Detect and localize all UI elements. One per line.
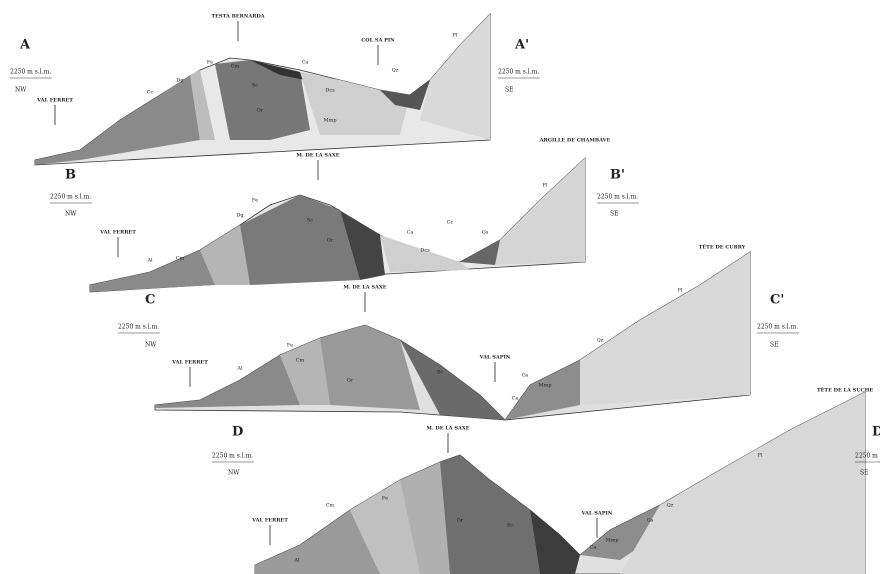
place-label: TÊTE DE CURRY: [699, 243, 746, 251]
unit-label: Mmp: [323, 118, 336, 124]
place-label: VAL FERRET: [99, 230, 136, 236]
unit-label: Fe: [207, 60, 213, 66]
unit-label: Fe: [287, 343, 293, 349]
unit-label: Ca: [407, 230, 414, 236]
place-label: VAL FERRET: [36, 98, 73, 104]
unit-label: Sc: [252, 83, 258, 89]
unit-label: Cm: [231, 64, 240, 70]
place-label: M. DE LA SAXE: [296, 153, 339, 159]
unit-label: Cm: [326, 503, 335, 509]
direction-label: SE: [860, 470, 869, 477]
unit-label: Cc: [447, 220, 454, 226]
unit-label: Al: [146, 258, 153, 264]
unit-label: Gr: [327, 238, 334, 244]
elevation-label: 2250 m s.l.m.: [757, 324, 798, 331]
unit-label: Fl: [542, 183, 547, 189]
place-label: TESTA BERNARDA: [211, 14, 264, 20]
elevation-label: 2250 m s.l.m.: [498, 69, 539, 76]
elevation-label: 2250 m s.l.m.: [118, 324, 159, 331]
profile-c: [154, 251, 751, 421]
elevation-label: 2250 m s.l.m.: [10, 69, 51, 76]
profile-d: [254, 391, 866, 574]
unit-label: Gr: [257, 108, 264, 114]
unit-label: Mmp: [605, 538, 618, 544]
section-label: D: [232, 425, 243, 440]
place-label: COL SA PIN: [361, 38, 395, 44]
place-label: ARGILLE DE CHAMBAVE: [539, 138, 611, 144]
direction-label: NW: [145, 342, 157, 349]
unit-label: Dg: [236, 213, 244, 219]
place-label: M. DE LA SAXE: [343, 285, 386, 291]
unit-label: Fe: [382, 496, 388, 502]
direction-label: NW: [228, 470, 240, 477]
unit-label: Fl: [757, 453, 762, 459]
unit-label: Sc: [507, 523, 513, 529]
unit-label: Fl: [452, 33, 457, 39]
direction-label: NW: [65, 211, 77, 218]
direction-label: SE: [610, 211, 619, 218]
section-label: C': [770, 293, 784, 308]
elevation-label: 2250 m s.l.m.: [212, 453, 253, 460]
elevation-label: 2250 m s.l.m.: [50, 194, 91, 201]
unit-label: Dcs: [325, 88, 335, 94]
unit-label: Ca: [512, 396, 519, 402]
section-label: A': [514, 38, 529, 53]
unit-label: Al: [293, 558, 300, 564]
section-label: A: [19, 38, 31, 53]
place-label: M. DE LA SAXE: [426, 426, 469, 432]
elevation-label: 2250 m s.l.m.: [855, 453, 880, 460]
unit-label: Cc: [147, 90, 154, 96]
direction-label: SE: [505, 87, 514, 94]
unit-label: Mmp: [538, 383, 551, 389]
unit-label: Gs: [482, 230, 489, 236]
place-label: VAL SAPIN: [479, 355, 511, 361]
place-label: VAL FERRET: [251, 518, 288, 524]
place-label: VAL FERRET: [171, 360, 208, 366]
unit-label: Dcs: [420, 248, 430, 254]
section-label: C: [145, 293, 155, 308]
unit-label: Qz: [597, 338, 604, 344]
unit-label: Sc: [437, 370, 443, 376]
place-label: TÊTE DE LA SUCHE: [817, 386, 874, 394]
unit-label: Fe: [252, 198, 258, 204]
unit-label: Dg: [176, 78, 184, 84]
unit-label: Gs: [647, 518, 654, 524]
unit-label: Gr: [347, 378, 354, 384]
place-label: VAL SAPIN: [581, 511, 613, 517]
profile-a: [34, 13, 491, 166]
unit-label: Sc: [307, 218, 313, 224]
unit-label: Gs: [522, 373, 529, 379]
unit-label: Cm: [296, 358, 305, 364]
direction-label: SE: [770, 342, 779, 349]
unit-label: Al: [236, 366, 243, 372]
unit-label: Gr: [457, 518, 464, 524]
unit-label: Qz: [392, 68, 399, 74]
unit-label: Fl: [677, 288, 682, 294]
section-label: D': [872, 425, 880, 440]
unit-label: Qz: [667, 503, 674, 509]
unit-label: Cm: [176, 256, 185, 262]
elevation-label: 2250 m s.l.m.: [597, 194, 638, 201]
profile-b: [89, 157, 586, 293]
section-label: B: [65, 168, 76, 183]
unit-label: Ca: [302, 60, 309, 66]
section-label: B': [610, 168, 625, 183]
unit-label: Ca: [590, 545, 597, 551]
direction-label: NW: [15, 87, 27, 94]
